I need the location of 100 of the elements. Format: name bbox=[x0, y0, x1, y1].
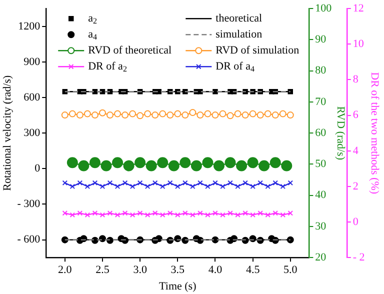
y-tick-label: 900 bbox=[24, 56, 41, 68]
point bbox=[226, 112, 234, 120]
point bbox=[264, 110, 272, 118]
point bbox=[137, 180, 143, 186]
point bbox=[100, 184, 106, 190]
point bbox=[76, 112, 84, 119]
point bbox=[198, 180, 203, 186]
point bbox=[159, 110, 166, 118]
point bbox=[92, 180, 98, 186]
point bbox=[77, 180, 83, 186]
point bbox=[130, 212, 136, 218]
point bbox=[134, 157, 146, 168]
point bbox=[84, 184, 90, 190]
x-tick-label: 4.0 bbox=[208, 264, 223, 276]
y3-tick-label: 0 bbox=[352, 216, 359, 228]
point bbox=[100, 160, 112, 172]
point bbox=[152, 210, 158, 216]
point bbox=[204, 110, 212, 118]
point bbox=[136, 112, 144, 120]
x-tick-label: 3.0 bbox=[133, 264, 148, 276]
y2-tick-label: 90 bbox=[315, 34, 327, 46]
point bbox=[122, 210, 128, 216]
point bbox=[168, 180, 173, 186]
point bbox=[107, 210, 113, 216]
point bbox=[130, 184, 136, 190]
y2-tick-label: 40 bbox=[315, 189, 327, 202]
point bbox=[123, 160, 134, 172]
point bbox=[198, 210, 203, 216]
point bbox=[175, 184, 180, 190]
point bbox=[272, 210, 278, 216]
y3-tick-label: 8 bbox=[352, 74, 359, 86]
point bbox=[205, 212, 210, 218]
point bbox=[144, 184, 150, 190]
point bbox=[224, 157, 236, 168]
y2-tick-label: 50 bbox=[315, 158, 327, 170]
point bbox=[91, 112, 98, 119]
point bbox=[122, 112, 129, 119]
point bbox=[286, 112, 294, 119]
y3-tick-label: 10 bbox=[352, 38, 364, 50]
point bbox=[236, 160, 248, 172]
point bbox=[189, 109, 196, 116]
point bbox=[77, 210, 83, 216]
x-tick-label: 4.5 bbox=[246, 264, 260, 276]
point bbox=[213, 160, 224, 172]
x-axis-title: Time (s) bbox=[159, 280, 197, 292]
point bbox=[212, 112, 219, 119]
point bbox=[220, 212, 226, 218]
point bbox=[160, 212, 166, 218]
y-axis-title: Rotational velocity (rad/s) bbox=[1, 75, 14, 191]
point bbox=[92, 210, 98, 216]
point bbox=[180, 157, 191, 168]
point bbox=[270, 157, 281, 168]
point bbox=[114, 212, 120, 218]
point bbox=[265, 184, 270, 190]
y3-tick-label: 4 bbox=[352, 144, 359, 157]
point bbox=[190, 160, 202, 172]
point bbox=[78, 160, 90, 172]
point bbox=[234, 110, 242, 118]
point bbox=[190, 184, 196, 190]
point bbox=[182, 112, 189, 119]
x-tick-label: 3.5 bbox=[170, 264, 186, 276]
y2-tick-label: 60 bbox=[315, 126, 327, 139]
point bbox=[196, 112, 204, 119]
point bbox=[280, 184, 286, 190]
point bbox=[68, 110, 76, 118]
point bbox=[114, 110, 122, 118]
point bbox=[249, 110, 256, 118]
x-tick-label: 5.0 bbox=[284, 264, 298, 276]
y-tick-label: 0 bbox=[34, 162, 41, 175]
point bbox=[122, 180, 128, 186]
point bbox=[258, 180, 263, 186]
point bbox=[174, 110, 182, 118]
y3-axis-title: DR of the two methods (%) bbox=[368, 72, 381, 194]
point bbox=[160, 184, 166, 190]
point bbox=[247, 157, 258, 168]
point bbox=[202, 157, 214, 168]
point bbox=[258, 160, 270, 172]
point bbox=[205, 184, 210, 190]
point bbox=[61, 112, 68, 119]
point bbox=[242, 112, 249, 119]
point bbox=[144, 212, 150, 218]
point bbox=[84, 110, 91, 118]
point bbox=[272, 112, 279, 119]
y-tick-label: 1200 bbox=[18, 20, 41, 32]
legend-label: RVD of theoretical bbox=[88, 44, 172, 56]
point bbox=[228, 210, 233, 216]
y2-tick-label: 100 bbox=[315, 2, 332, 14]
x-tick-label: 2.5 bbox=[96, 264, 110, 276]
x-tick-label: 2.0 bbox=[58, 264, 72, 276]
point bbox=[242, 210, 248, 216]
point bbox=[89, 157, 100, 168]
point bbox=[256, 112, 264, 119]
point bbox=[66, 157, 78, 168]
point bbox=[70, 184, 76, 190]
point bbox=[100, 212, 106, 218]
point bbox=[250, 212, 256, 218]
y2-tick-label: 70 bbox=[315, 96, 327, 108]
y-tick-label: 600 bbox=[24, 91, 41, 104]
point bbox=[272, 180, 278, 186]
point bbox=[70, 212, 76, 218]
